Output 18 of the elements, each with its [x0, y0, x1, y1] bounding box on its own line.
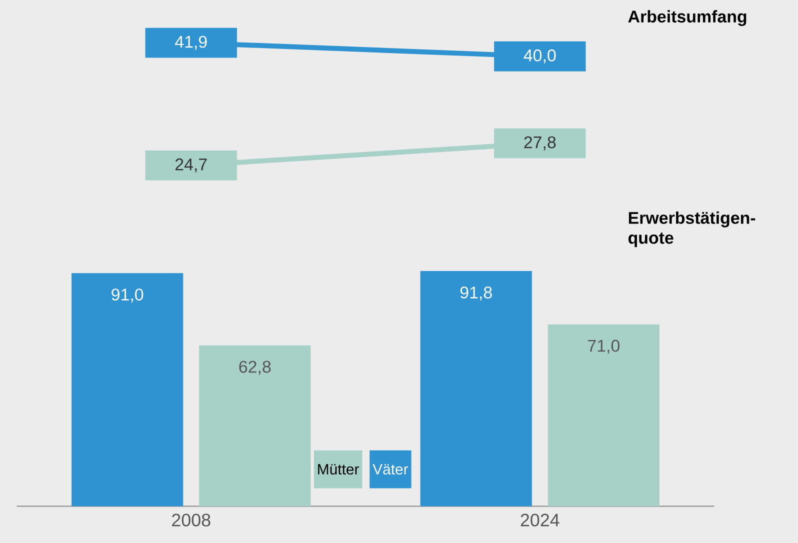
- x-tick-label: 2008: [172, 514, 210, 526]
- data-label: 91,0: [112, 288, 144, 303]
- chart-title: Arbeitsumfang: [628, 10, 746, 26]
- bar: [420, 270, 532, 506]
- chart-title: Erwerbstätigen-quote: [628, 211, 756, 248]
- data-label: 91,8: [460, 286, 492, 300]
- data-label: 40,0: [524, 49, 556, 64]
- x-tick-label: 2024: [520, 514, 560, 526]
- data-label: 71,0: [588, 340, 620, 354]
- data-label: 27,8: [524, 136, 556, 150]
- series-label: Väter: [372, 464, 408, 475]
- series-label: Mütter: [318, 464, 359, 475]
- bar: [548, 324, 660, 506]
- bar: [199, 345, 311, 506]
- data-label: 24,7: [175, 158, 207, 172]
- data-label: 62,8: [239, 360, 271, 375]
- bar: [72, 273, 184, 506]
- data-label: 41,9: [175, 36, 207, 50]
